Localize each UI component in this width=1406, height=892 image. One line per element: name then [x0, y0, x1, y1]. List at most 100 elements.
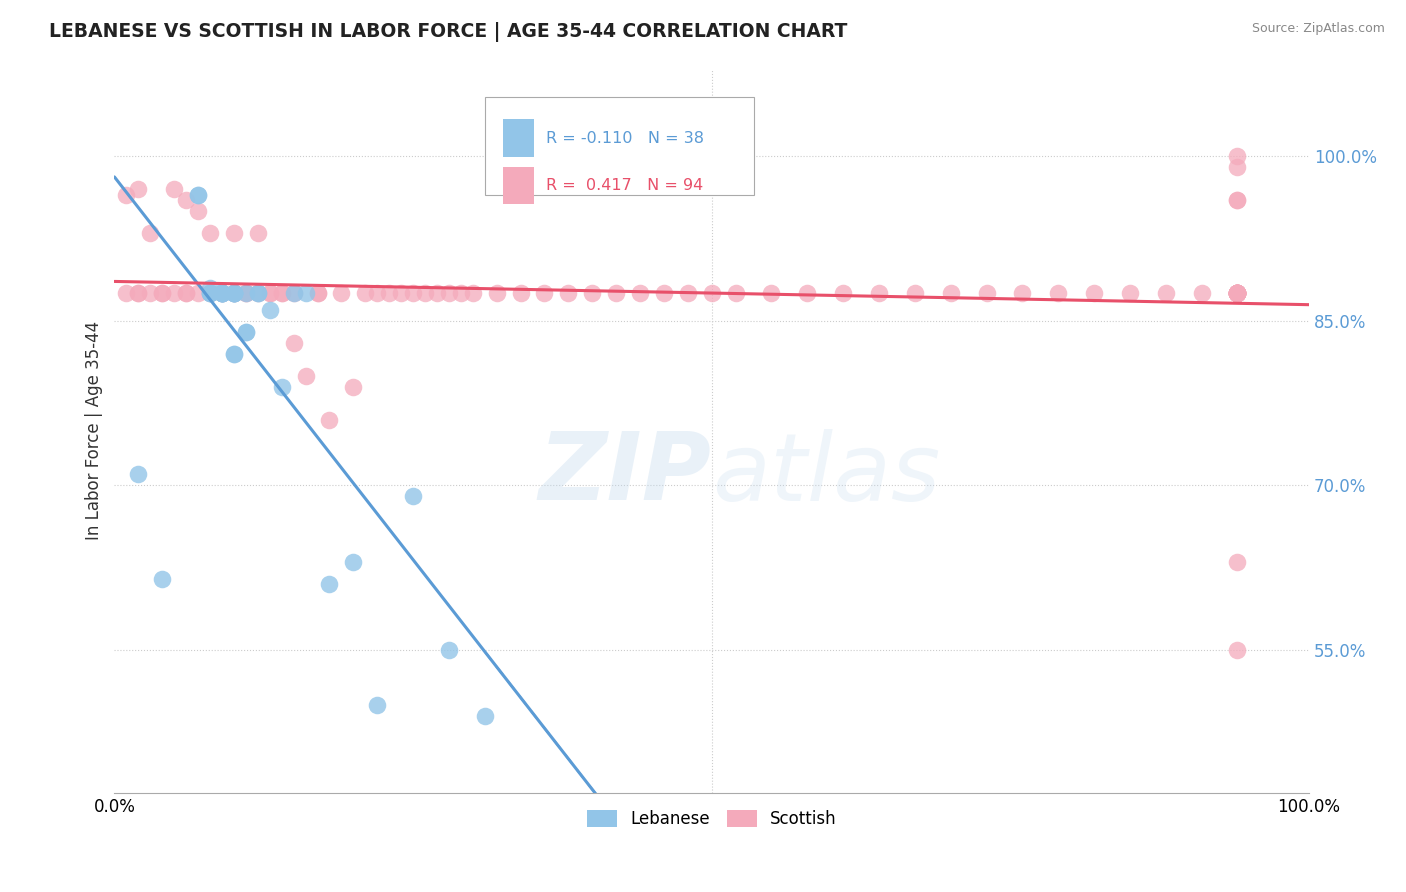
Point: [198, 286, 221, 301]
Point: [150, 286, 173, 301]
Point: [652, 286, 675, 301]
Point: [1226, 286, 1249, 301]
Point: [283, 286, 305, 301]
Point: [259, 286, 281, 301]
Point: [976, 286, 998, 301]
Point: [366, 286, 388, 301]
Point: [246, 286, 269, 301]
Point: [1226, 286, 1249, 301]
Point: [1226, 286, 1249, 301]
Point: [533, 286, 555, 301]
Point: [761, 286, 783, 301]
Point: [139, 226, 162, 240]
Point: [485, 286, 508, 301]
Point: [474, 709, 496, 723]
Point: [330, 286, 353, 301]
Point: [174, 193, 197, 207]
Point: [283, 286, 305, 301]
Point: [211, 286, 233, 301]
Point: [222, 286, 245, 301]
Text: Source: ZipAtlas.com: Source: ZipAtlas.com: [1251, 22, 1385, 36]
Text: R = -0.110   N = 38: R = -0.110 N = 38: [546, 130, 703, 145]
Point: [605, 286, 627, 301]
Point: [235, 286, 257, 301]
Point: [1226, 149, 1249, 163]
Point: [174, 286, 197, 301]
Point: [259, 302, 281, 317]
Point: [402, 490, 425, 504]
Point: [307, 286, 329, 301]
Point: [1226, 286, 1249, 301]
Point: [127, 286, 149, 301]
Point: [1226, 286, 1249, 301]
Point: [342, 380, 364, 394]
Point: [1226, 286, 1249, 301]
FancyBboxPatch shape: [485, 97, 754, 195]
FancyBboxPatch shape: [503, 167, 534, 204]
Point: [115, 187, 138, 202]
Text: LEBANESE VS SCOTTISH IN LABOR FORCE | AGE 35-44 CORRELATION CHART: LEBANESE VS SCOTTISH IN LABOR FORCE | AG…: [49, 22, 848, 42]
Point: [437, 286, 460, 301]
Point: [294, 368, 316, 383]
Point: [222, 286, 245, 301]
Point: [222, 286, 245, 301]
Point: [1226, 193, 1249, 207]
Point: [1226, 286, 1249, 301]
Point: [1226, 643, 1249, 657]
Point: [1191, 286, 1213, 301]
Point: [1154, 286, 1177, 301]
Point: [832, 286, 855, 301]
Point: [366, 698, 388, 712]
Point: [222, 347, 245, 361]
Point: [222, 286, 245, 301]
Point: [700, 286, 723, 301]
Point: [235, 325, 257, 339]
Point: [724, 286, 747, 301]
Point: [222, 286, 245, 301]
Point: [354, 286, 377, 301]
Text: atlas: atlas: [711, 428, 941, 519]
Point: [1011, 286, 1033, 301]
Point: [198, 286, 221, 301]
FancyBboxPatch shape: [503, 120, 534, 157]
Point: [139, 286, 162, 301]
Point: [581, 286, 603, 301]
Point: [211, 286, 233, 301]
Legend: Lebanese, Scottish: Lebanese, Scottish: [581, 804, 844, 835]
Point: [1226, 286, 1249, 301]
Point: [127, 286, 149, 301]
Point: [1119, 286, 1142, 301]
Point: [461, 286, 484, 301]
Point: [1226, 286, 1249, 301]
Point: [222, 347, 245, 361]
Point: [283, 335, 305, 350]
Point: [187, 187, 209, 202]
Point: [270, 286, 292, 301]
Point: [1226, 286, 1249, 301]
Point: [222, 286, 245, 301]
Point: [222, 286, 245, 301]
Point: [127, 467, 149, 482]
Point: [211, 286, 233, 301]
Point: [187, 204, 209, 219]
Point: [211, 286, 233, 301]
Text: ZIP: ZIP: [538, 428, 711, 520]
Point: [174, 286, 197, 301]
Point: [1226, 286, 1249, 301]
Point: [318, 412, 340, 426]
Point: [115, 286, 138, 301]
Point: [222, 286, 245, 301]
Point: [1083, 286, 1105, 301]
Point: [389, 286, 412, 301]
Point: [939, 286, 962, 301]
Point: [1226, 286, 1249, 301]
Point: [1226, 555, 1249, 569]
Point: [426, 286, 449, 301]
Point: [211, 286, 233, 301]
Point: [198, 286, 221, 301]
Point: [318, 577, 340, 591]
Point: [222, 226, 245, 240]
Point: [676, 286, 699, 301]
Point: [163, 182, 186, 196]
Point: [1226, 286, 1249, 301]
